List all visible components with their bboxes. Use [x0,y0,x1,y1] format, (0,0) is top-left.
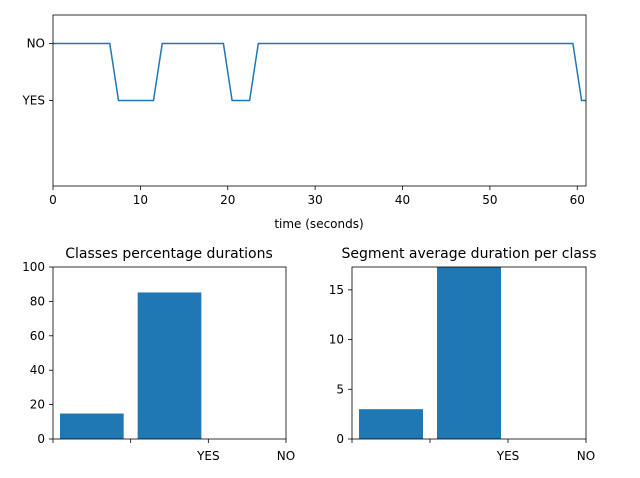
segment-average-x-ticks: YES NO [351,439,595,463]
timeline-x-tick-label: 20 [220,193,235,207]
timeline-series-line [53,42,586,102]
timeline-series [53,42,586,102]
timeline-x-tick-label: 10 [133,193,148,207]
segment-average-chart: Segment average duration per class YES NO… [329,246,597,463]
timeline-y-tick-label: YES [21,94,45,108]
segment-average-x-tick-label: NO [577,449,595,463]
percentage-duration-y-tick-label: 40 [30,363,45,377]
percentage-duration-y-tick-label: 60 [30,329,45,343]
timeline-x-tick-label: 40 [395,193,410,207]
percentage-duration-x-tick-label: NO [277,449,295,463]
timeline-x-tick-label: 0 [49,193,57,207]
segment-average-x-tick-label: YES [496,449,520,463]
segment-average-title: Segment average duration per class [341,246,596,262]
percentage-duration-title: Classes percentage durations [65,246,273,262]
segment-average-bar [437,267,501,439]
percentage-duration-y-ticks: 0 20 40 60 80 100 [22,260,53,446]
timeline-x-tick-label: 60 [570,193,585,207]
timeline-x-tick-label: 30 [307,193,322,207]
percentage-duration-bar [59,413,124,439]
timeline-x-ticks: 0 10 20 30 40 50 60 [49,186,585,207]
percentage-duration-chart: Classes percentage durations YES NO 0 20 40… [22,246,295,463]
segment-average-axes-frame [351,266,587,440]
timeline-chart: 0 10 20 30 40 50 60 YES NO time (seconds) [21,14,587,231]
percentage-duration-y-tick-label: 80 [30,294,45,308]
segment-average-y-tick-label: 15 [329,283,344,297]
segment-average-y-tick-label: 5 [336,382,344,396]
timeline-x-axis-label: time (seconds) [274,217,363,231]
percentage-duration-y-tick-label: 20 [30,398,45,412]
percentage-duration-axes-frame [52,266,287,440]
timeline-x-tick-label: 50 [482,193,497,207]
percentage-duration-x-tick-label: YES [196,449,220,463]
segment-average-bar [359,409,423,439]
percentage-duration-bar [137,292,202,439]
percentage-duration-x-ticks: YES NO [52,439,295,463]
segment-average-y-tick-label: 0 [336,432,344,446]
segment-average-y-tick-label: 10 [329,333,344,347]
segment-average-bars [359,267,501,439]
percentage-duration-y-tick-label: 100 [22,260,45,274]
timeline-y-tick-label: NO [27,37,45,51]
percentage-duration-y-tick-label: 0 [37,432,45,446]
segment-average-y-ticks: 0 5 10 15 [329,283,352,446]
timeline-y-ticks: YES NO [21,37,53,108]
percentage-duration-bars [59,292,202,439]
